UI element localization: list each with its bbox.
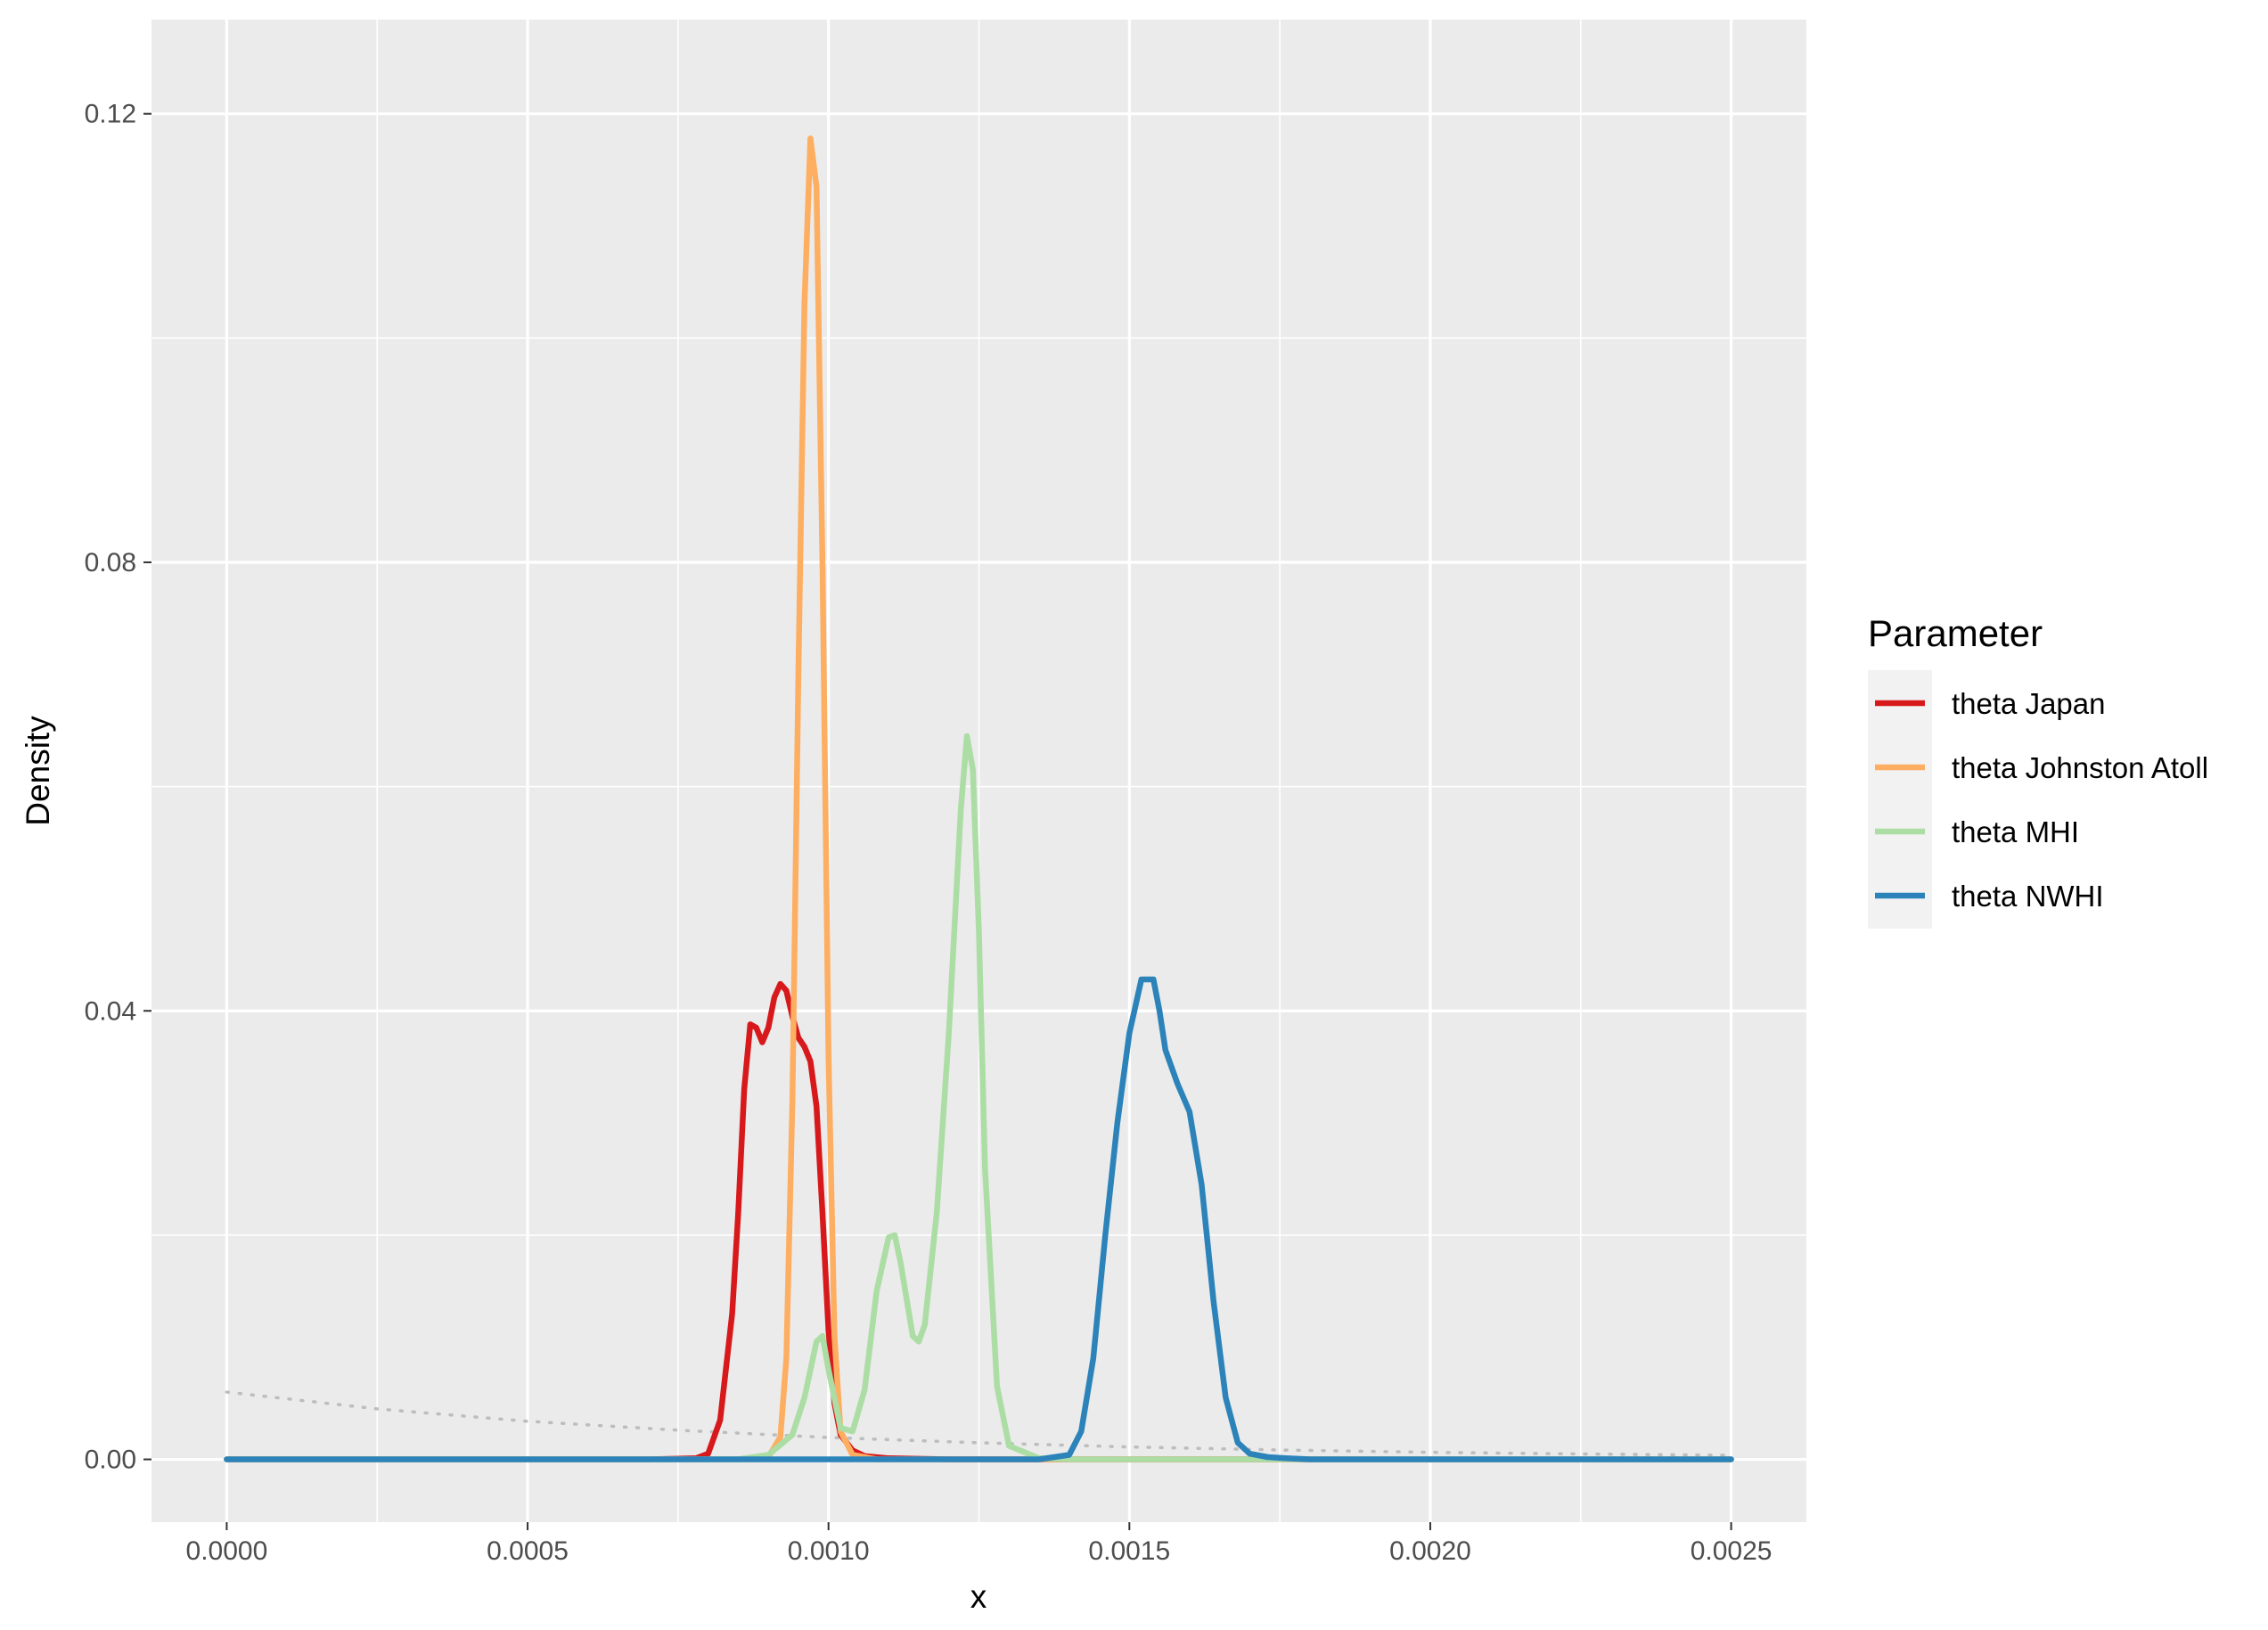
legend-label-theta-nwhi: theta NWHI (1952, 880, 2104, 913)
x-tick-label: 0.0020 (1389, 1536, 1471, 1566)
x-tick-label: 0.0010 (788, 1536, 870, 1566)
y-tick-label: 0.08 (85, 548, 136, 577)
y-tick-label: 0.00 (85, 1446, 136, 1475)
legend: Parameter theta Japan theta Johnston Atol… (1868, 612, 2208, 929)
legend-label-theta-mhi: theta MHI (1952, 815, 2079, 848)
reference-dotted-line (225, 1390, 1733, 1457)
legend-title: Parameter (1868, 612, 2043, 654)
y-axis-title: Density (20, 716, 56, 826)
series-line-theta-johnston-atoll (224, 135, 1734, 1462)
y-tick-label: 0.04 (85, 996, 136, 1026)
x-tick-label: 0.0005 (487, 1536, 569, 1566)
legend-label-theta-johnston-atoll: theta Johnston Atoll (1952, 751, 2208, 784)
x-tick-label: 0.0000 (186, 1536, 268, 1566)
series-line-theta-nwhi (224, 976, 1734, 1462)
x-tick-label: 0.0015 (1088, 1536, 1170, 1566)
x-axis-title: x (970, 1578, 987, 1615)
y-axis: 0.00 0.04 0.08 0.12 (85, 100, 151, 1475)
minor-gridlines (151, 20, 1806, 1522)
series-line-theta-mhi (224, 733, 1734, 1462)
legend-label-theta-japan: theta Japan (1952, 687, 2105, 720)
x-tick-label: 0.0025 (1691, 1536, 1773, 1566)
legend-key-background (1868, 670, 1932, 929)
x-axis: 0.0000 0.0005 0.0010 0.0015 0.0020 0.0025 (186, 1522, 1773, 1566)
y-tick-label: 0.12 (85, 100, 136, 129)
series-lines (224, 135, 1734, 1462)
